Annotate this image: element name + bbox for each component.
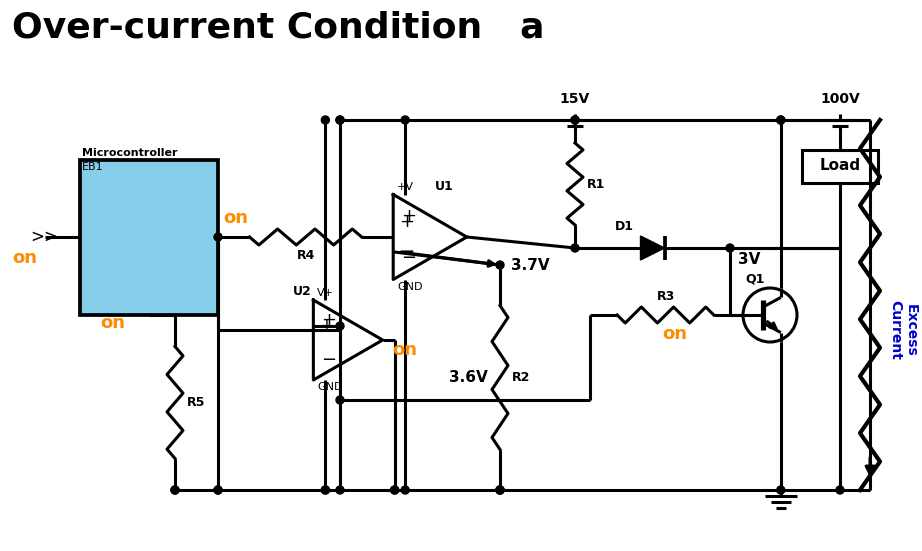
Text: on: on xyxy=(663,325,688,343)
Circle shape xyxy=(571,116,579,124)
Circle shape xyxy=(336,486,344,494)
Circle shape xyxy=(836,486,844,494)
Circle shape xyxy=(571,244,579,252)
Text: EB1: EB1 xyxy=(82,162,103,172)
Text: U1: U1 xyxy=(435,180,454,192)
Text: Load: Load xyxy=(820,159,860,174)
Circle shape xyxy=(171,486,179,494)
Circle shape xyxy=(777,486,785,494)
Text: +: + xyxy=(399,213,414,231)
Text: +V: +V xyxy=(397,182,414,192)
Circle shape xyxy=(496,486,504,494)
Text: >>: >> xyxy=(30,228,58,246)
Text: 3V: 3V xyxy=(738,252,761,267)
Text: +: + xyxy=(401,207,416,225)
Circle shape xyxy=(322,116,329,124)
Text: 3.7V: 3.7V xyxy=(511,258,550,273)
Text: on: on xyxy=(393,341,418,359)
Circle shape xyxy=(336,116,344,124)
Text: on: on xyxy=(12,249,37,267)
Circle shape xyxy=(336,322,344,330)
Text: GND: GND xyxy=(397,282,422,291)
Circle shape xyxy=(777,116,785,124)
Circle shape xyxy=(322,486,329,494)
Circle shape xyxy=(496,486,504,494)
Circle shape xyxy=(496,486,504,494)
Circle shape xyxy=(496,261,504,269)
Text: V+: V+ xyxy=(317,288,335,298)
Text: R3: R3 xyxy=(656,290,675,303)
Text: 100V: 100V xyxy=(821,92,860,106)
Circle shape xyxy=(336,396,344,404)
Text: −: − xyxy=(399,242,416,261)
Text: Over-current Condition   a: Over-current Condition a xyxy=(12,10,545,44)
FancyBboxPatch shape xyxy=(80,160,218,315)
Polygon shape xyxy=(641,236,665,260)
Text: +: + xyxy=(322,311,337,329)
Circle shape xyxy=(401,486,409,494)
Text: −: − xyxy=(401,249,417,267)
Circle shape xyxy=(391,486,398,494)
Text: R4: R4 xyxy=(296,249,314,262)
Circle shape xyxy=(401,116,409,124)
Circle shape xyxy=(391,486,398,494)
Text: Excess
Current: Excess Current xyxy=(888,300,918,360)
Text: on: on xyxy=(100,314,125,332)
Text: +: + xyxy=(319,317,333,335)
Circle shape xyxy=(571,116,579,124)
Text: 15V: 15V xyxy=(560,92,590,106)
Circle shape xyxy=(214,486,222,494)
Text: R5: R5 xyxy=(187,396,206,409)
FancyBboxPatch shape xyxy=(802,150,878,183)
Circle shape xyxy=(726,244,734,252)
Text: −: − xyxy=(322,351,337,369)
Circle shape xyxy=(777,116,785,124)
Text: Microcontroller: Microcontroller xyxy=(82,148,178,158)
Text: D1: D1 xyxy=(615,220,634,233)
Text: GND: GND xyxy=(317,382,343,392)
Text: on: on xyxy=(223,209,248,227)
Circle shape xyxy=(322,486,329,494)
Text: R1: R1 xyxy=(587,177,606,191)
Circle shape xyxy=(214,486,222,494)
Text: Q1: Q1 xyxy=(745,273,764,286)
Text: 3.6V: 3.6V xyxy=(449,370,488,385)
Text: U2: U2 xyxy=(292,285,312,298)
Circle shape xyxy=(214,233,222,241)
Circle shape xyxy=(171,486,179,494)
Circle shape xyxy=(336,116,344,124)
Text: R2: R2 xyxy=(512,371,530,384)
